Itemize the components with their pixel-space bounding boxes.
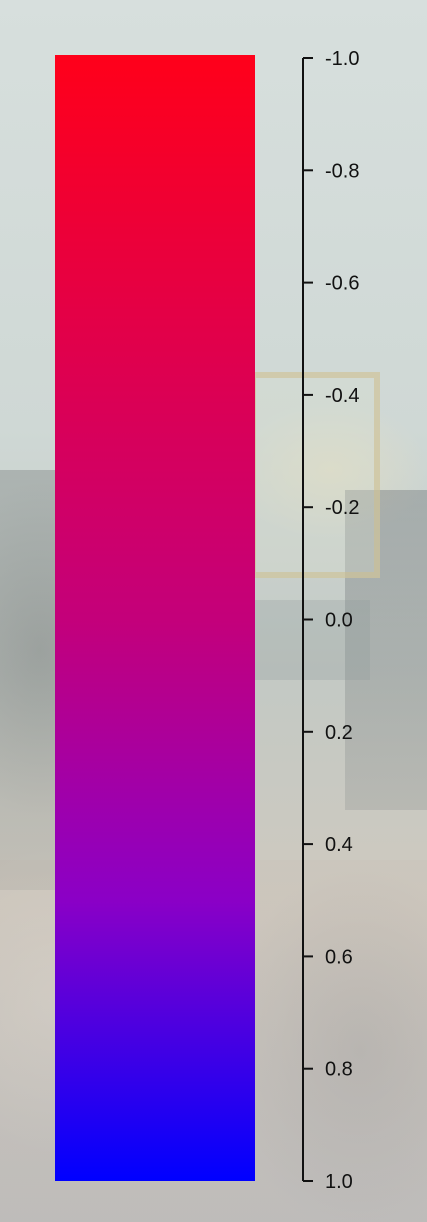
colorbar-tick-label: -0.4 (325, 385, 359, 407)
colorbar-tick-label: 1.0 (325, 1171, 353, 1193)
colorbar-tick-label: -0.6 (325, 273, 359, 295)
colorbar-tick-label: 0.6 (325, 946, 353, 968)
background-crowd-left (0, 470, 60, 890)
colorbar-tick-label: 0.8 (325, 1059, 353, 1081)
colorbar-tick-label: -0.2 (325, 497, 359, 519)
colorbar-gradient-bar (55, 55, 255, 1181)
colorbar-tick-label: -0.8 (325, 160, 359, 182)
colorbar-tick-label: 0.0 (325, 610, 353, 632)
colorbar-tick-label: 0.2 (325, 722, 353, 744)
background-bench (250, 600, 370, 680)
colorbar-ticks: -1.0 -0.8 -0.6 -0.4 -0.2 0.0 0.2 0.4 0.6 0.8 1.0 (303, 48, 359, 1193)
colorbar-tick-label: 0.4 (325, 834, 353, 856)
colorbar-tick-label: -1.0 (325, 48, 359, 70)
background-crowd-right (345, 490, 427, 810)
